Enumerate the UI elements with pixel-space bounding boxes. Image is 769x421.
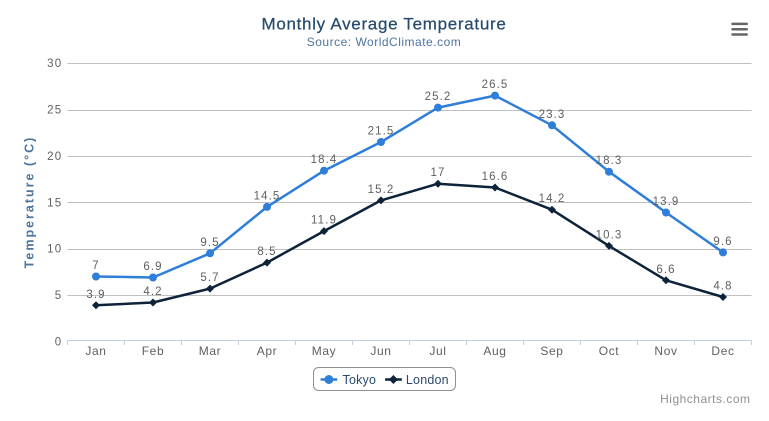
svg-text:25: 25 <box>47 105 62 117</box>
svg-text:Tokyo: Tokyo <box>343 373 377 387</box>
svg-text:London: London <box>406 373 449 387</box>
svg-text:7: 7 <box>92 260 100 272</box>
svg-text:Aug: Aug <box>483 344 506 358</box>
svg-text:Sep: Sep <box>540 344 563 358</box>
svg-text:Nov: Nov <box>654 344 677 358</box>
svg-text:9.6: 9.6 <box>713 236 732 248</box>
svg-text:Jan: Jan <box>85 344 106 358</box>
svg-text:Dec: Dec <box>711 344 734 358</box>
svg-text:26.5: 26.5 <box>482 79 509 91</box>
svg-text:18.4: 18.4 <box>311 154 338 166</box>
svg-text:5.7: 5.7 <box>200 272 219 284</box>
svg-text:Feb: Feb <box>142 344 164 358</box>
svg-text:Temperature (°C): Temperature (°C) <box>23 136 37 269</box>
svg-text:30: 30 <box>47 58 62 70</box>
svg-text:14.2: 14.2 <box>539 193 566 205</box>
svg-text:Mar: Mar <box>199 344 221 358</box>
svg-text:Jul: Jul <box>429 344 446 358</box>
svg-text:10.3: 10.3 <box>596 229 623 241</box>
svg-text:5: 5 <box>55 290 63 302</box>
svg-text:Jun: Jun <box>370 344 391 358</box>
svg-text:6.6: 6.6 <box>656 264 675 276</box>
svg-text:Oct: Oct <box>599 344 620 358</box>
svg-text:Monthly Average Temperature: Monthly Average Temperature <box>261 15 506 34</box>
svg-text:4.2: 4.2 <box>143 286 162 298</box>
svg-text:14.5: 14.5 <box>254 190 281 202</box>
svg-text:13.9: 13.9 <box>653 196 680 208</box>
svg-text:Source: WorldClimate.com: Source: WorldClimate.com <box>307 35 462 49</box>
svg-text:25.2: 25.2 <box>425 91 452 103</box>
svg-text:20: 20 <box>47 151 62 163</box>
svg-text:15.2: 15.2 <box>368 184 395 196</box>
svg-text:9.5: 9.5 <box>200 237 219 249</box>
svg-text:11.9: 11.9 <box>311 215 337 227</box>
svg-text:15: 15 <box>47 197 62 209</box>
svg-text:8.5: 8.5 <box>257 246 276 258</box>
svg-text:18.3: 18.3 <box>596 155 623 167</box>
svg-text:21.5: 21.5 <box>368 126 395 138</box>
svg-text:4.8: 4.8 <box>713 281 732 293</box>
svg-text:0: 0 <box>55 337 63 349</box>
svg-text:16.6: 16.6 <box>482 171 509 183</box>
svg-text:10: 10 <box>47 244 62 256</box>
svg-text:23.3: 23.3 <box>539 109 566 121</box>
svg-text:6.9: 6.9 <box>143 261 162 273</box>
svg-text:17: 17 <box>431 167 446 179</box>
svg-text:Apr: Apr <box>257 344 277 358</box>
svg-text:May: May <box>312 344 336 358</box>
svg-text:Highcharts.com: Highcharts.com <box>660 392 750 406</box>
svg-text:3.9: 3.9 <box>86 289 105 301</box>
